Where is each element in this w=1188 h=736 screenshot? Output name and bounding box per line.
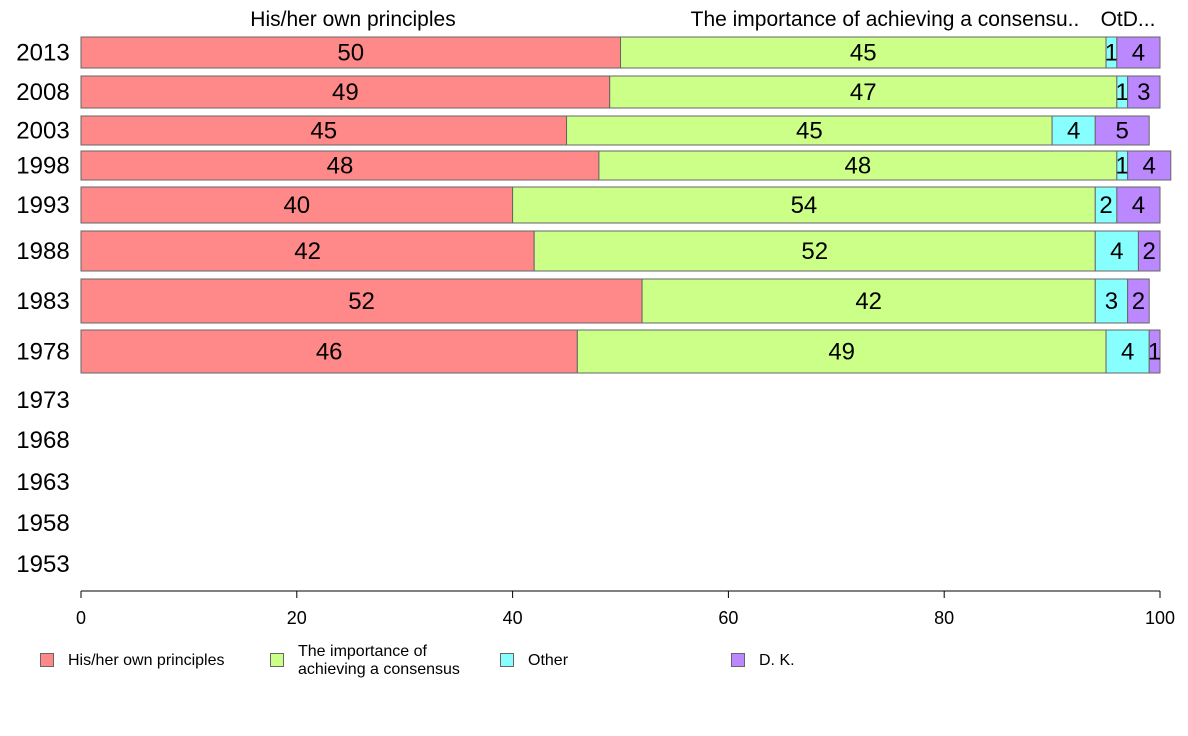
data-label: 3 [1137, 79, 1150, 106]
legend-item-consensus: The importance of achieving a consensus [270, 643, 460, 679]
bar-segment [598, 150, 1118, 181]
data-label: 46 [316, 339, 343, 366]
legend-label-other: Other [528, 652, 569, 669]
data-label: 2 [1099, 192, 1112, 219]
bar-segment [80, 329, 578, 374]
data-label: 4 [1132, 192, 1145, 219]
data-label: 50 [337, 40, 364, 67]
bar-segment [533, 230, 1096, 272]
legend-swatch-consensus [270, 653, 284, 667]
bar-segment [80, 230, 535, 272]
bar-segment [1105, 329, 1150, 374]
legend-label-own-principles: His/her own principles [68, 652, 225, 669]
bar-segment [512, 186, 1096, 224]
bar-segment [1051, 115, 1096, 146]
x-tick-label: 80 [934, 608, 954, 628]
data-label: 45 [850, 40, 877, 67]
bar-segment [566, 115, 1053, 146]
category-label: 1953 [16, 551, 69, 578]
legend-item-dk: D. K. [731, 643, 795, 670]
data-label: 4 [1132, 40, 1145, 67]
bar-segment [80, 115, 568, 146]
x-tick-label: 40 [503, 608, 523, 628]
bar-segment [1116, 36, 1161, 69]
data-label: 42 [294, 238, 321, 265]
category-label: 1978 [16, 339, 69, 366]
data-label: 45 [310, 118, 337, 145]
legend-item-own-principles: His/her own principles [40, 643, 225, 670]
bar-segment [1127, 150, 1172, 181]
category-label: 1968 [16, 427, 69, 454]
stacked-bar-chart: His/her own principles The importance of … [16, 8, 1175, 628]
data-label: 4 [1121, 339, 1134, 366]
category-label: 1998 [16, 153, 69, 180]
bar-segment [80, 150, 600, 181]
legend-item-other: Other [500, 643, 568, 670]
top-series-label: The importance of achieving a consensu.. [691, 8, 1080, 31]
bar-segment [1094, 278, 1129, 324]
bar-segment [1148, 329, 1161, 374]
category-label: 1988 [16, 238, 69, 265]
data-label: 42 [855, 288, 882, 315]
data-label: 47 [850, 79, 877, 106]
bar-segment [1116, 186, 1161, 224]
data-label: 49 [332, 79, 359, 106]
bar-segment [1127, 278, 1150, 324]
bar-segment [1127, 75, 1161, 109]
data-label: 49 [828, 339, 855, 366]
data-label: 4 [1067, 118, 1080, 145]
data-label: 48 [845, 153, 872, 180]
x-tick-label: 60 [718, 608, 738, 628]
data-label: 2 [1132, 288, 1145, 315]
data-label: 2 [1143, 238, 1156, 265]
x-tick-label: 100 [1145, 608, 1175, 628]
bar-segment [609, 75, 1118, 109]
legend: His/her own principles The importance of… [0, 643, 1188, 693]
category-label: 1958 [16, 510, 69, 537]
bar-segment [641, 278, 1096, 324]
data-label: 48 [327, 153, 354, 180]
data-label: 54 [791, 192, 818, 219]
data-label: 1 [1116, 153, 1129, 180]
top-series-label: His/her own principles [250, 8, 455, 31]
x-tick-label: 0 [76, 608, 86, 628]
category-label: 1963 [16, 469, 69, 496]
data-label: 45 [796, 118, 823, 145]
category-label: 2003 [16, 118, 69, 145]
bar-segment [1094, 115, 1150, 146]
bar-segment [620, 36, 1107, 69]
category-label: 1993 [16, 192, 69, 219]
category-label: 2008 [16, 79, 69, 106]
bar-segment [80, 278, 643, 324]
bar-segment [1094, 230, 1139, 272]
bar-segment [1137, 230, 1161, 272]
category-label: 1973 [16, 387, 69, 414]
data-label: 52 [801, 238, 828, 265]
data-label: 4 [1143, 153, 1156, 180]
data-label: 1 [1105, 40, 1118, 67]
data-label: 1 [1116, 79, 1129, 106]
bar-segment [80, 36, 621, 69]
legend-swatch-other [500, 653, 514, 667]
bar-segment [576, 329, 1107, 374]
legend-swatch-dk [731, 653, 745, 667]
legend-label-consensus: The importance of achieving a consensus [298, 643, 460, 678]
legend-label-dk: D. K. [759, 652, 795, 669]
data-label: 4 [1110, 238, 1123, 265]
data-label: 52 [348, 288, 375, 315]
legend-swatch-own-principles [40, 653, 54, 667]
top-series-label: OtD... [1101, 8, 1156, 31]
data-label: 3 [1105, 288, 1118, 315]
data-label: 40 [283, 192, 310, 219]
category-label: 2013 [16, 40, 69, 67]
x-tick-label: 20 [287, 608, 307, 628]
data-label: 1 [1148, 339, 1161, 366]
data-label: 5 [1116, 118, 1129, 145]
category-label: 1983 [16, 288, 69, 315]
